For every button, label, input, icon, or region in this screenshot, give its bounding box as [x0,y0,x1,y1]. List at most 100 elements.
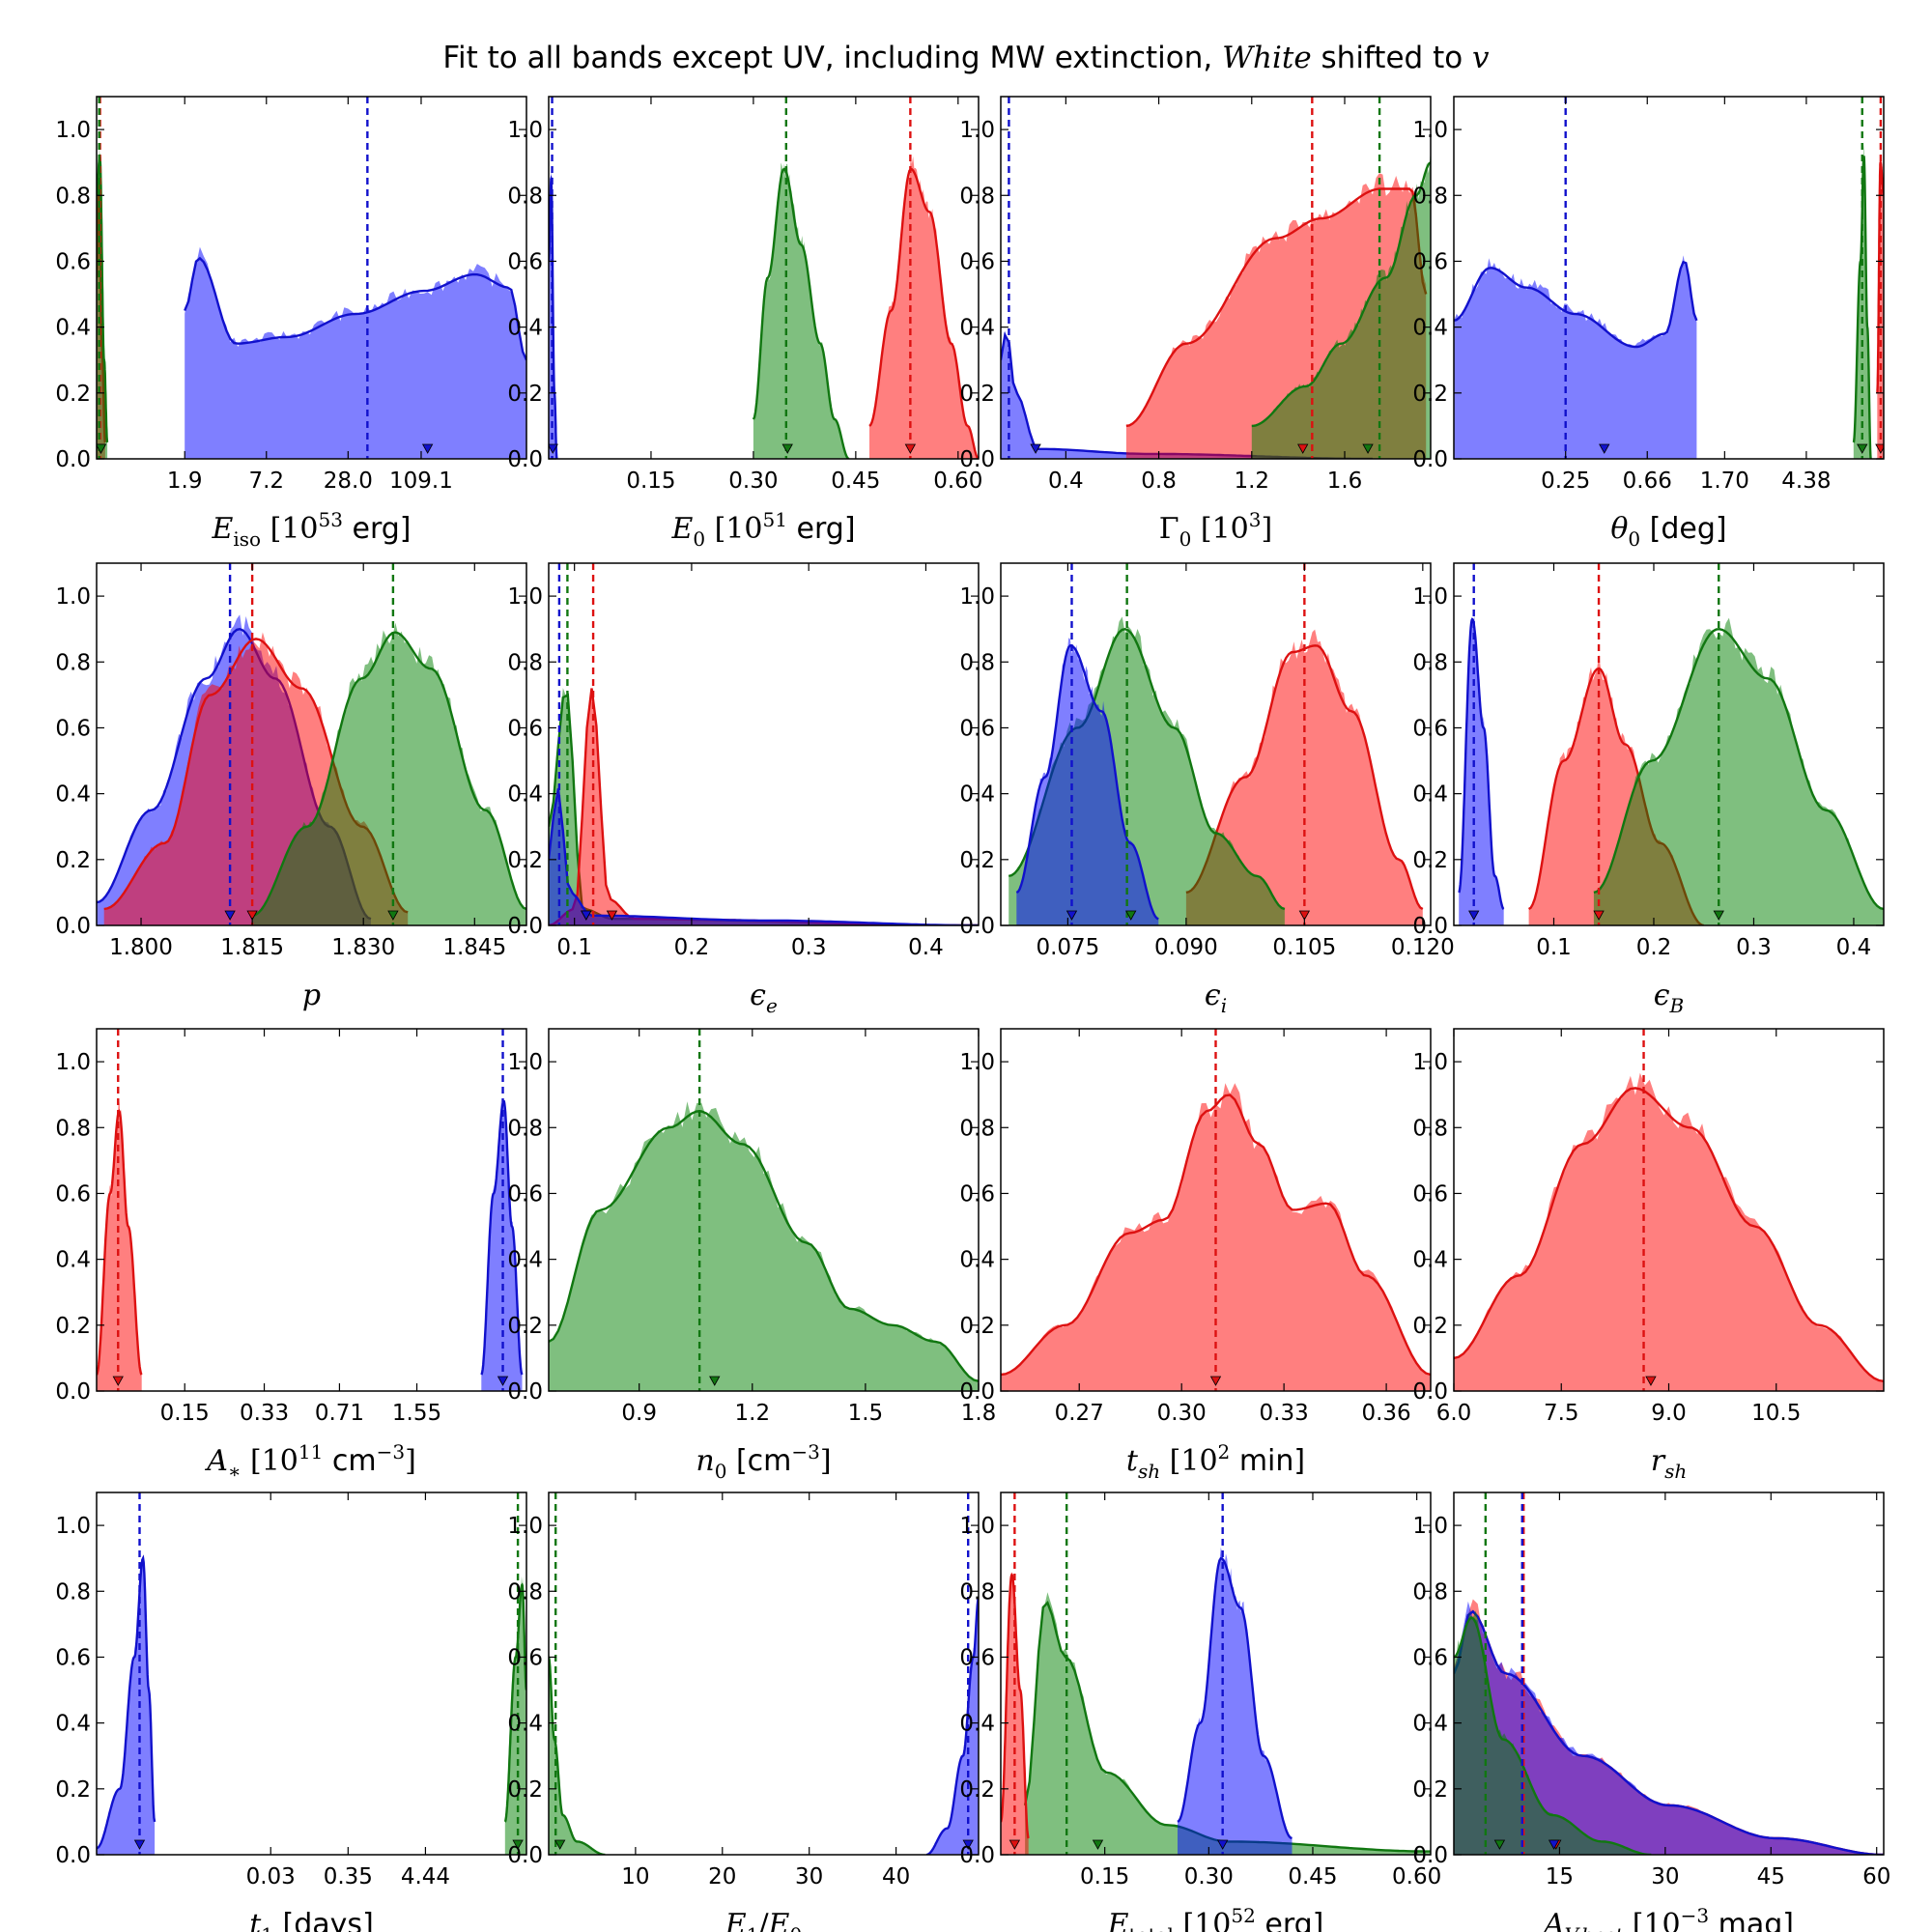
figure-title: Fit to all bands except UV, including MW… [442,41,1490,75]
kde-red-e0 [868,167,979,459]
plot-area-eiso [97,97,526,459]
xtick-label: 28.0 [324,469,373,494]
plot-area-eps_b [1458,563,1884,925]
ytick-label: 0.6 [55,249,91,274]
xtick-label: 0.35 [324,1864,373,1889]
xtick-label: 0.15 [1080,1864,1129,1889]
mean-marker-red-astar [112,1376,124,1386]
hist-green-e0 [753,162,849,459]
xtick-label: 0.66 [1623,469,1672,494]
mean-marker-red-eps_e [606,910,618,921]
mean-marker-green-eps_b [1713,910,1724,921]
xlabel-eps_i: ϵi [1205,979,1227,1017]
axes-frame-avhost [1453,1492,1885,1856]
ytick-label: 0.0 [507,1843,543,1868]
plot-area-e1e0 [549,1492,979,1855]
mean-marker-red-e0 [904,443,917,454]
hist-blue-eps_i [1016,638,1159,925]
xlabel-astar: A∗ [1011 cm−3] [204,1440,416,1483]
ytick-label: 0.8 [507,650,543,675]
ytick-label: 0.4 [959,782,995,808]
plot-area-t1 [97,1492,526,1855]
xtick-label: 1.9 [167,469,203,494]
hist-green-eps_b [1593,617,1884,925]
hist-green-e1e0 [549,1654,606,1855]
xtick-label: 0.33 [1260,1401,1309,1426]
ytick-label: 0.4 [1412,316,1448,341]
ytick-label: 0.6 [959,1181,995,1207]
mean-marker-blue-eiso [421,443,434,454]
plot-area-rsh [1454,1029,1884,1391]
ytick-label: 0.0 [1412,1379,1448,1405]
ytick-label: 0.2 [507,382,543,407]
xtick-label: 0.9 [621,1401,657,1426]
xtick-label: 0.105 [1272,935,1336,960]
kde-red-etotal [1001,1573,1030,1839]
panel-avhost: 0.0 0.2 0.4 0.6 0.8 1.0 15 30 45 60 AV,host [10−3 … [1412,1492,1890,1932]
kde-green-n0 [549,1110,979,1382]
xtick-label: 0.1 [556,935,592,960]
ytick-label: 0.2 [507,1777,543,1803]
xtick-label: 10.5 [1751,1401,1801,1426]
hist-blue-avhost [1454,1601,1884,1855]
panel-tsh: 0.0 0.2 0.4 0.6 0.8 1.0 0.27 0.30 0.33 0.36 tsh [1… [959,1028,1432,1483]
mean-marker-blue-gamma0 [1030,443,1041,454]
kde-red-theta0 [1876,159,1884,394]
ytick-label: 0.8 [959,650,995,675]
mean-marker-blue-e0 [549,443,558,454]
xlabel-n0: n0 [cm−3] [696,1440,831,1483]
mean-marker-blue-e1e0 [962,1839,974,1850]
panel-t1: 0.0 0.2 0.4 0.6 0.8 1.0 0.03 0.35 4.44 t1 [days] [55,1492,527,1932]
kde-blue-eps_i [1015,644,1159,921]
ytick-label: 0.0 [959,1379,995,1405]
panel-eiso: 0.0 0.2 0.4 0.6 0.8 1.0 1.9 7.2 28.0 109.1 Eiso [1… [55,96,527,551]
ytick-label: 0.4 [507,1248,543,1273]
xtick-label: 1.830 [331,935,395,960]
panel-eps_i: 0.0 0.2 0.4 0.6 0.8 1.0 0.075 0.090 0.105 0.120 ϵi [959,562,1455,1017]
xlabel-avhost: AV,host [10−3 mag] [1541,1904,1794,1932]
ytick-label: 0.8 [507,1116,543,1141]
mean-marker-green-gamma0 [1362,443,1374,454]
xtick-label: 0.60 [933,469,982,494]
kde-blue-eps_e [549,788,979,925]
panel-e0: 0.0 0.2 0.4 0.6 0.8 1.0 0.15 0.30 0.45 0.60 E0 [10… [507,96,982,551]
hist-red-astar [97,1097,142,1391]
ytick-label: 1.0 [1412,584,1448,610]
xtick-label: 20 [708,1864,736,1889]
ytick-label: 0.6 [507,1181,543,1207]
ytick-label: 1.0 [1412,1050,1448,1075]
hist-green-n0 [549,1101,979,1391]
plot-area-p [97,563,526,925]
kde-blue-etotal [1177,1556,1293,1840]
mean-marker-green-t1 [512,1839,524,1850]
panel-astar: 0.0 0.2 0.4 0.6 0.8 1.0 0.15 0.33 0.71 1.55 A∗ [10… [55,1028,527,1483]
hist-blue-t1 [97,1556,156,1855]
ytick-label: 0.0 [1412,914,1448,939]
mean-marker-green-avhost [1493,1839,1506,1850]
mean-marker-green-n0 [709,1376,721,1386]
ytick-label: 1.0 [507,1514,543,1539]
xtick-label: 15 [1546,1864,1574,1889]
axes-frame-astar [96,1028,527,1392]
ytick-label: 0.6 [959,716,995,741]
ytick-label: 1.0 [55,1050,91,1075]
ytick-label: 0.8 [959,1116,995,1141]
axes-frame-eiso [96,96,527,460]
ytick-label: 0.6 [507,1645,543,1670]
ytick-label: 0.8 [507,184,543,209]
mean-marker-blue-eps_b [1468,910,1480,921]
hist-green-avhost [1454,1610,1652,1855]
ytick-label: 0.8 [55,184,91,209]
ytick-label: 1.0 [507,584,543,610]
mean-marker-green-e0 [781,443,793,454]
ytick-label: 0.2 [959,1777,995,1803]
xtick-label: 0.4 [1048,469,1084,494]
ytick-label: 0.4 [959,1712,995,1737]
xtick-label: 0.2 [1636,935,1672,960]
ytick-label: 1.0 [959,584,995,610]
kde-green-theta0 [1852,156,1872,459]
ytick-label: 0.8 [1412,184,1448,209]
kde-blue-theta0 [1454,260,1698,349]
axes-frame-t1 [96,1492,527,1856]
ytick-label: 1.0 [55,118,91,143]
